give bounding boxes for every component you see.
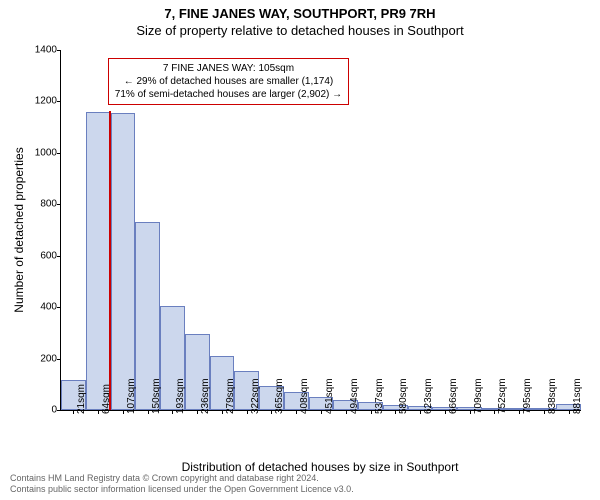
- x-tick-label: 666sqm: [448, 378, 459, 414]
- x-tick-mark: [346, 410, 347, 414]
- y-axis-label: Number of detached properties: [12, 147, 26, 312]
- x-tick-mark: [123, 410, 124, 414]
- x-tick-label: 236sqm: [200, 378, 211, 414]
- y-tick-mark: [57, 50, 61, 51]
- x-tick-label: 494sqm: [349, 378, 360, 414]
- x-tick-label: 107sqm: [126, 378, 137, 414]
- x-tick-label: 150sqm: [151, 378, 162, 414]
- x-tick-mark: [73, 410, 74, 414]
- y-tick-label: 200: [40, 353, 57, 364]
- annotation-line: ← 29% of detached houses are smaller (1,…: [115, 75, 342, 88]
- y-tick-label: 1200: [35, 96, 57, 107]
- x-tick-mark: [148, 410, 149, 414]
- histogram-bar: [86, 112, 111, 410]
- x-tick-mark: [395, 410, 396, 414]
- x-tick-mark: [371, 410, 372, 414]
- y-tick-label: 800: [40, 199, 57, 210]
- x-tick-mark: [519, 410, 520, 414]
- y-tick-mark: [57, 256, 61, 257]
- y-tick-mark: [57, 101, 61, 102]
- x-tick-label: 451sqm: [324, 378, 335, 414]
- x-tick-mark: [271, 410, 272, 414]
- x-tick-label: 881sqm: [572, 378, 583, 414]
- x-tick-label: 279sqm: [225, 378, 236, 414]
- plot-region: 020040060080010001200140021sqm64sqm107sq…: [60, 50, 581, 411]
- x-tick-label: 408sqm: [299, 378, 310, 414]
- annotation-line: 71% of semi-detached houses are larger (…: [115, 88, 342, 101]
- x-tick-label: 752sqm: [497, 378, 508, 414]
- x-tick-label: 795sqm: [522, 378, 533, 414]
- x-tick-label: 580sqm: [398, 378, 409, 414]
- histogram-bar: [111, 113, 136, 410]
- y-tick-label: 1400: [35, 45, 57, 56]
- x-tick-mark: [98, 410, 99, 414]
- x-tick-label: 623sqm: [423, 378, 434, 414]
- page-title: 7, FINE JANES WAY, SOUTHPORT, PR9 7RH: [0, 0, 600, 21]
- y-tick-label: 600: [40, 250, 57, 261]
- x-tick-label: 193sqm: [175, 378, 186, 414]
- x-tick-label: 365sqm: [274, 378, 285, 414]
- x-tick-label: 709sqm: [473, 378, 484, 414]
- x-tick-mark: [445, 410, 446, 414]
- x-tick-mark: [494, 410, 495, 414]
- footer-attribution: Contains HM Land Registry data © Crown c…: [10, 473, 354, 496]
- y-tick-mark: [57, 410, 61, 411]
- x-tick-mark: [321, 410, 322, 414]
- chart-container: 7, FINE JANES WAY, SOUTHPORT, PR9 7RH Si…: [0, 0, 600, 500]
- x-tick-label: 537sqm: [374, 378, 385, 414]
- chart-area: Number of detached properties 0200400600…: [60, 50, 580, 410]
- x-tick-mark: [569, 410, 570, 414]
- y-tick-mark: [57, 153, 61, 154]
- x-tick-mark: [172, 410, 173, 414]
- x-tick-mark: [296, 410, 297, 414]
- x-tick-mark: [420, 410, 421, 414]
- y-tick-label: 400: [40, 302, 57, 313]
- x-tick-mark: [470, 410, 471, 414]
- y-tick-mark: [57, 359, 61, 360]
- x-tick-mark: [197, 410, 198, 414]
- y-tick-mark: [57, 307, 61, 308]
- x-tick-label: 21sqm: [76, 384, 87, 414]
- x-tick-mark: [544, 410, 545, 414]
- footer-line: Contains HM Land Registry data © Crown c…: [10, 473, 354, 485]
- y-tick-label: 1000: [35, 147, 57, 158]
- annotation-line: 7 FINE JANES WAY: 105sqm: [115, 62, 342, 75]
- x-tick-mark: [247, 410, 248, 414]
- footer-line: Contains public sector information licen…: [10, 484, 354, 496]
- x-tick-mark: [222, 410, 223, 414]
- annotation-box: 7 FINE JANES WAY: 105sqm← 29% of detache…: [108, 58, 349, 105]
- property-marker-line: [109, 111, 111, 410]
- x-tick-label: 322sqm: [250, 378, 261, 414]
- y-tick-mark: [57, 204, 61, 205]
- x-tick-label: 838sqm: [547, 378, 558, 414]
- page-subtitle: Size of property relative to detached ho…: [0, 21, 600, 38]
